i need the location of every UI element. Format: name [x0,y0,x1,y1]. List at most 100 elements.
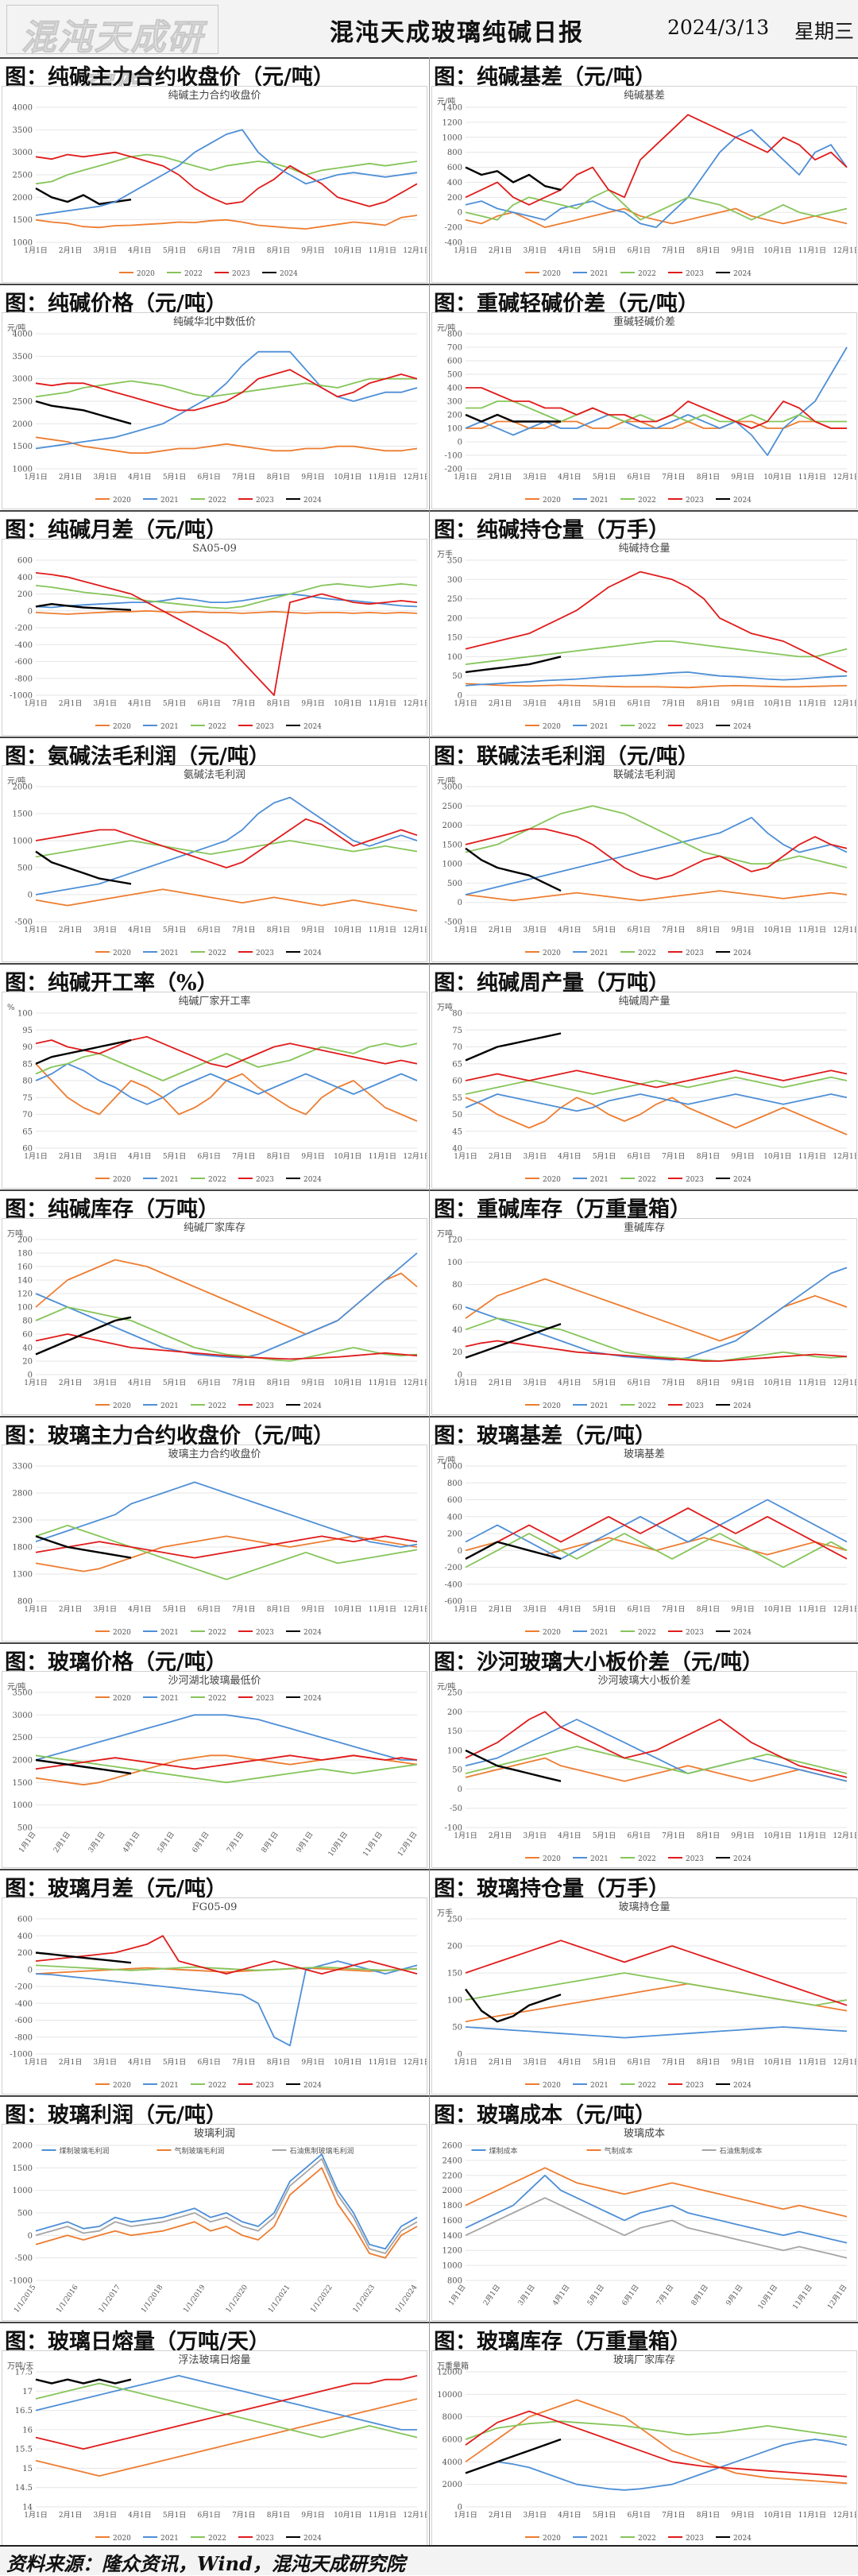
legend-label: 2024 [733,497,752,505]
x-tick-label: 5月1日 [163,2058,186,2067]
x-tick-label: 5月1日 [593,699,616,708]
report-header: 混沌天成研究院 混沌天成玻璃纯碱日报 2024/3/13 星期三 [0,0,858,110]
x-tick-label: 12月1日 [833,1831,856,1840]
legend-label: 2021 [590,1402,609,1410]
x-tick-label: 4月1日 [558,246,581,255]
y-tick-label: 200 [447,1530,462,1539]
y-tick-label: 150 [447,634,462,643]
y-tick-label: 0 [458,2504,462,2512]
y-tick-label: 100 [447,425,462,434]
series-line [465,2438,562,2474]
legend-label: 2020 [543,270,561,278]
legend-label: 2024 [303,2535,322,2543]
y-tick-label: 80 [22,1317,33,1326]
x-tick-label: 3月1日 [94,1379,117,1387]
y-tick-label: 60 [452,1304,462,1313]
line-chart: 玻璃主力合约收盘价 800 1300 1800 2300 2800 3300 1月1日 2月1日… [13,1448,427,1637]
series-line [465,2399,848,2485]
chart-panel: 纯碱周产量 万吨 40 45 50 55 60 65 70 75 80 1月1日 2月1日 3月1日 4月1… [431,992,857,1189]
y-tick-label: 600 [447,358,462,366]
x-tick-label: 7月1日 [232,1152,255,1161]
chart-panel: 玻璃成本 800 1000 1200 1400 1600 1800 2000 2200 2400 2… [431,2124,857,2321]
x-tick-label: 4月1日 [558,2058,581,2067]
x-tick-label: 5月1日 [163,1152,186,1161]
x-tick-label: 10月1日 [327,1830,350,1858]
x-tick-label: 3月1日 [94,926,117,934]
x-tick-label: 12月1日 [403,1605,427,1614]
y-tick-label: 800 [447,149,462,157]
x-tick-label: 9月1日 [301,246,324,255]
x-tick-label: 12月1日 [403,926,427,934]
y-tick-label: 1200 [443,2247,462,2256]
x-tick-label: 2月1日 [52,1830,72,1854]
series-line [465,1972,848,2006]
chart-panel: 重碱轻碱价差 元/吨 -200 -100 0 100 200 300 400 500 600 700 8… [431,312,857,509]
series-line [35,129,418,216]
chart-title: 浮法玻璃日熔量 [178,2354,250,2366]
x-tick-label: 6月1日 [197,473,220,482]
y-tick-label: 85 [22,1060,33,1069]
x-tick-label: 6月1日 [627,1831,650,1840]
chart-section-title: 图：玻璃价格（元/吨） [5,1650,227,1675]
x-tick-label: 6月1日 [627,926,650,934]
y-tick-label: 1000 [13,466,33,474]
x-tick-label: 12月1日 [403,1152,427,1161]
chart-section-title: 图：玻璃日熔量（万吨/天） [5,2330,270,2354]
x-tick-label: 10月1日 [334,2511,361,2520]
x-tick-label: 9月1日 [295,1830,315,1854]
x-tick-label: 2月1日 [489,2058,512,2067]
legend-label: 2020 [113,1695,131,1703]
series-line [465,1097,848,1135]
y-tick-label: 1200 [443,118,462,127]
y-tick-label: -400 [15,641,33,650]
legend-label: 2024 [303,950,322,957]
y-tick-label: 17.5 [15,2369,33,2377]
x-tick-label: 5月1日 [593,473,616,482]
x-tick-label: 4月1日 [128,2058,151,2067]
y-tick-label: -1000 [10,692,33,701]
series-line [35,1754,418,1770]
y-tick-label: 800 [17,1598,33,1607]
chart-panel: 沙河湖北玻璃最低价 元/吨 500 1000 1500 2000 2500 3000 3500 1… [2,1671,427,1868]
chart-section-title: 图：纯碱周产量（万吨） [434,971,670,996]
y-tick-label: 15.5 [15,2446,33,2454]
y-tick-label: -200 [15,625,33,633]
x-tick-label: 1月1日 [454,926,477,934]
x-tick-label: 3月1日 [524,246,547,255]
y-tick-label: 2500 [13,1734,33,1742]
y-tick-label: 500 [447,880,462,888]
series-line [35,1333,418,1360]
y-tick-label: 600 [17,557,33,566]
legend-label: 2024 [733,1402,752,1410]
axis-unit-label: 元/吨 [7,323,25,333]
x-tick-label: 3月1日 [94,699,117,708]
legend-label: 2021 [160,723,179,731]
x-tick-label: 11月1日 [369,926,396,934]
y-tick-label: -400 [445,1580,462,1589]
axis-unit-label: 万手 [437,549,453,559]
series-line [35,1306,418,1362]
line-chart: FG05-09 -1000 -800 -600 -400 -200 0 200 400 600 1月… [10,1901,427,2090]
x-tick-label: 7月1日 [225,1830,245,1854]
chart-panel: 纯碱厂家库存 万吨 0 20 40 60 80 100 120 140 160 180 200 1月1日 2… [2,1218,427,1415]
x-tick-label: 7月1日 [662,699,685,708]
chart-panel: FG05-09 -1000 -800 -600 -400 -200 0 200 400 600 1月… [2,1897,427,2094]
legend-label: 2021 [160,950,179,957]
legend-label: 2024 [733,1176,752,1184]
x-tick-label: 12月1日 [833,926,856,934]
x-tick-label: 10月1日 [756,2283,779,2311]
series-line [35,1259,418,1335]
x-tick-label: 11月1日 [369,246,396,255]
x-tick-label: 4月1日 [558,473,581,482]
x-tick-label: 7月1日 [232,2058,255,2067]
x-tick-label: 8月1日 [690,2283,710,2307]
legend-label: 2021 [160,2535,179,2543]
x-tick-label: 1月1日 [24,2511,47,2520]
series-line [35,2375,418,2450]
chart-section-title: 图：联碱法毛利润（元/吨） [434,745,699,769]
legend-label: 2021 [160,497,179,505]
chart-title: 重碱轻碱价差 [613,315,675,328]
series-line [35,2374,417,2431]
y-tick-label: 600 [447,164,462,172]
